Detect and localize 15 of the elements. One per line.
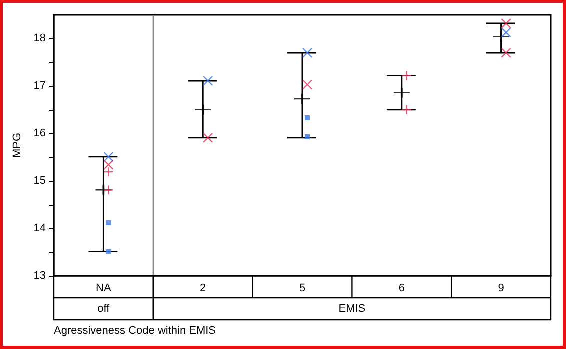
y-tick-label: 18 bbox=[34, 32, 46, 45]
text: off bbox=[98, 303, 111, 315]
x-tick-label: 6 bbox=[398, 282, 405, 294]
y-tick-label: 15 bbox=[34, 175, 46, 188]
x-tick-label: 2 bbox=[200, 282, 206, 294]
y-tick-label: 13 bbox=[34, 270, 46, 282]
y-axis-title: MPG bbox=[11, 132, 24, 158]
y-tick-label: 16 bbox=[34, 128, 46, 140]
y-tick-label: 17 bbox=[34, 80, 46, 92]
y-tick-label: 14 bbox=[34, 222, 46, 235]
x-tick-label: NA bbox=[96, 282, 112, 294]
text: EMIS bbox=[338, 303, 366, 315]
x-tick-label: 5 bbox=[299, 282, 306, 294]
x-tick-label: 9 bbox=[498, 282, 504, 294]
x-axis-title: Agressiveness Code within EMIS bbox=[54, 325, 216, 337]
